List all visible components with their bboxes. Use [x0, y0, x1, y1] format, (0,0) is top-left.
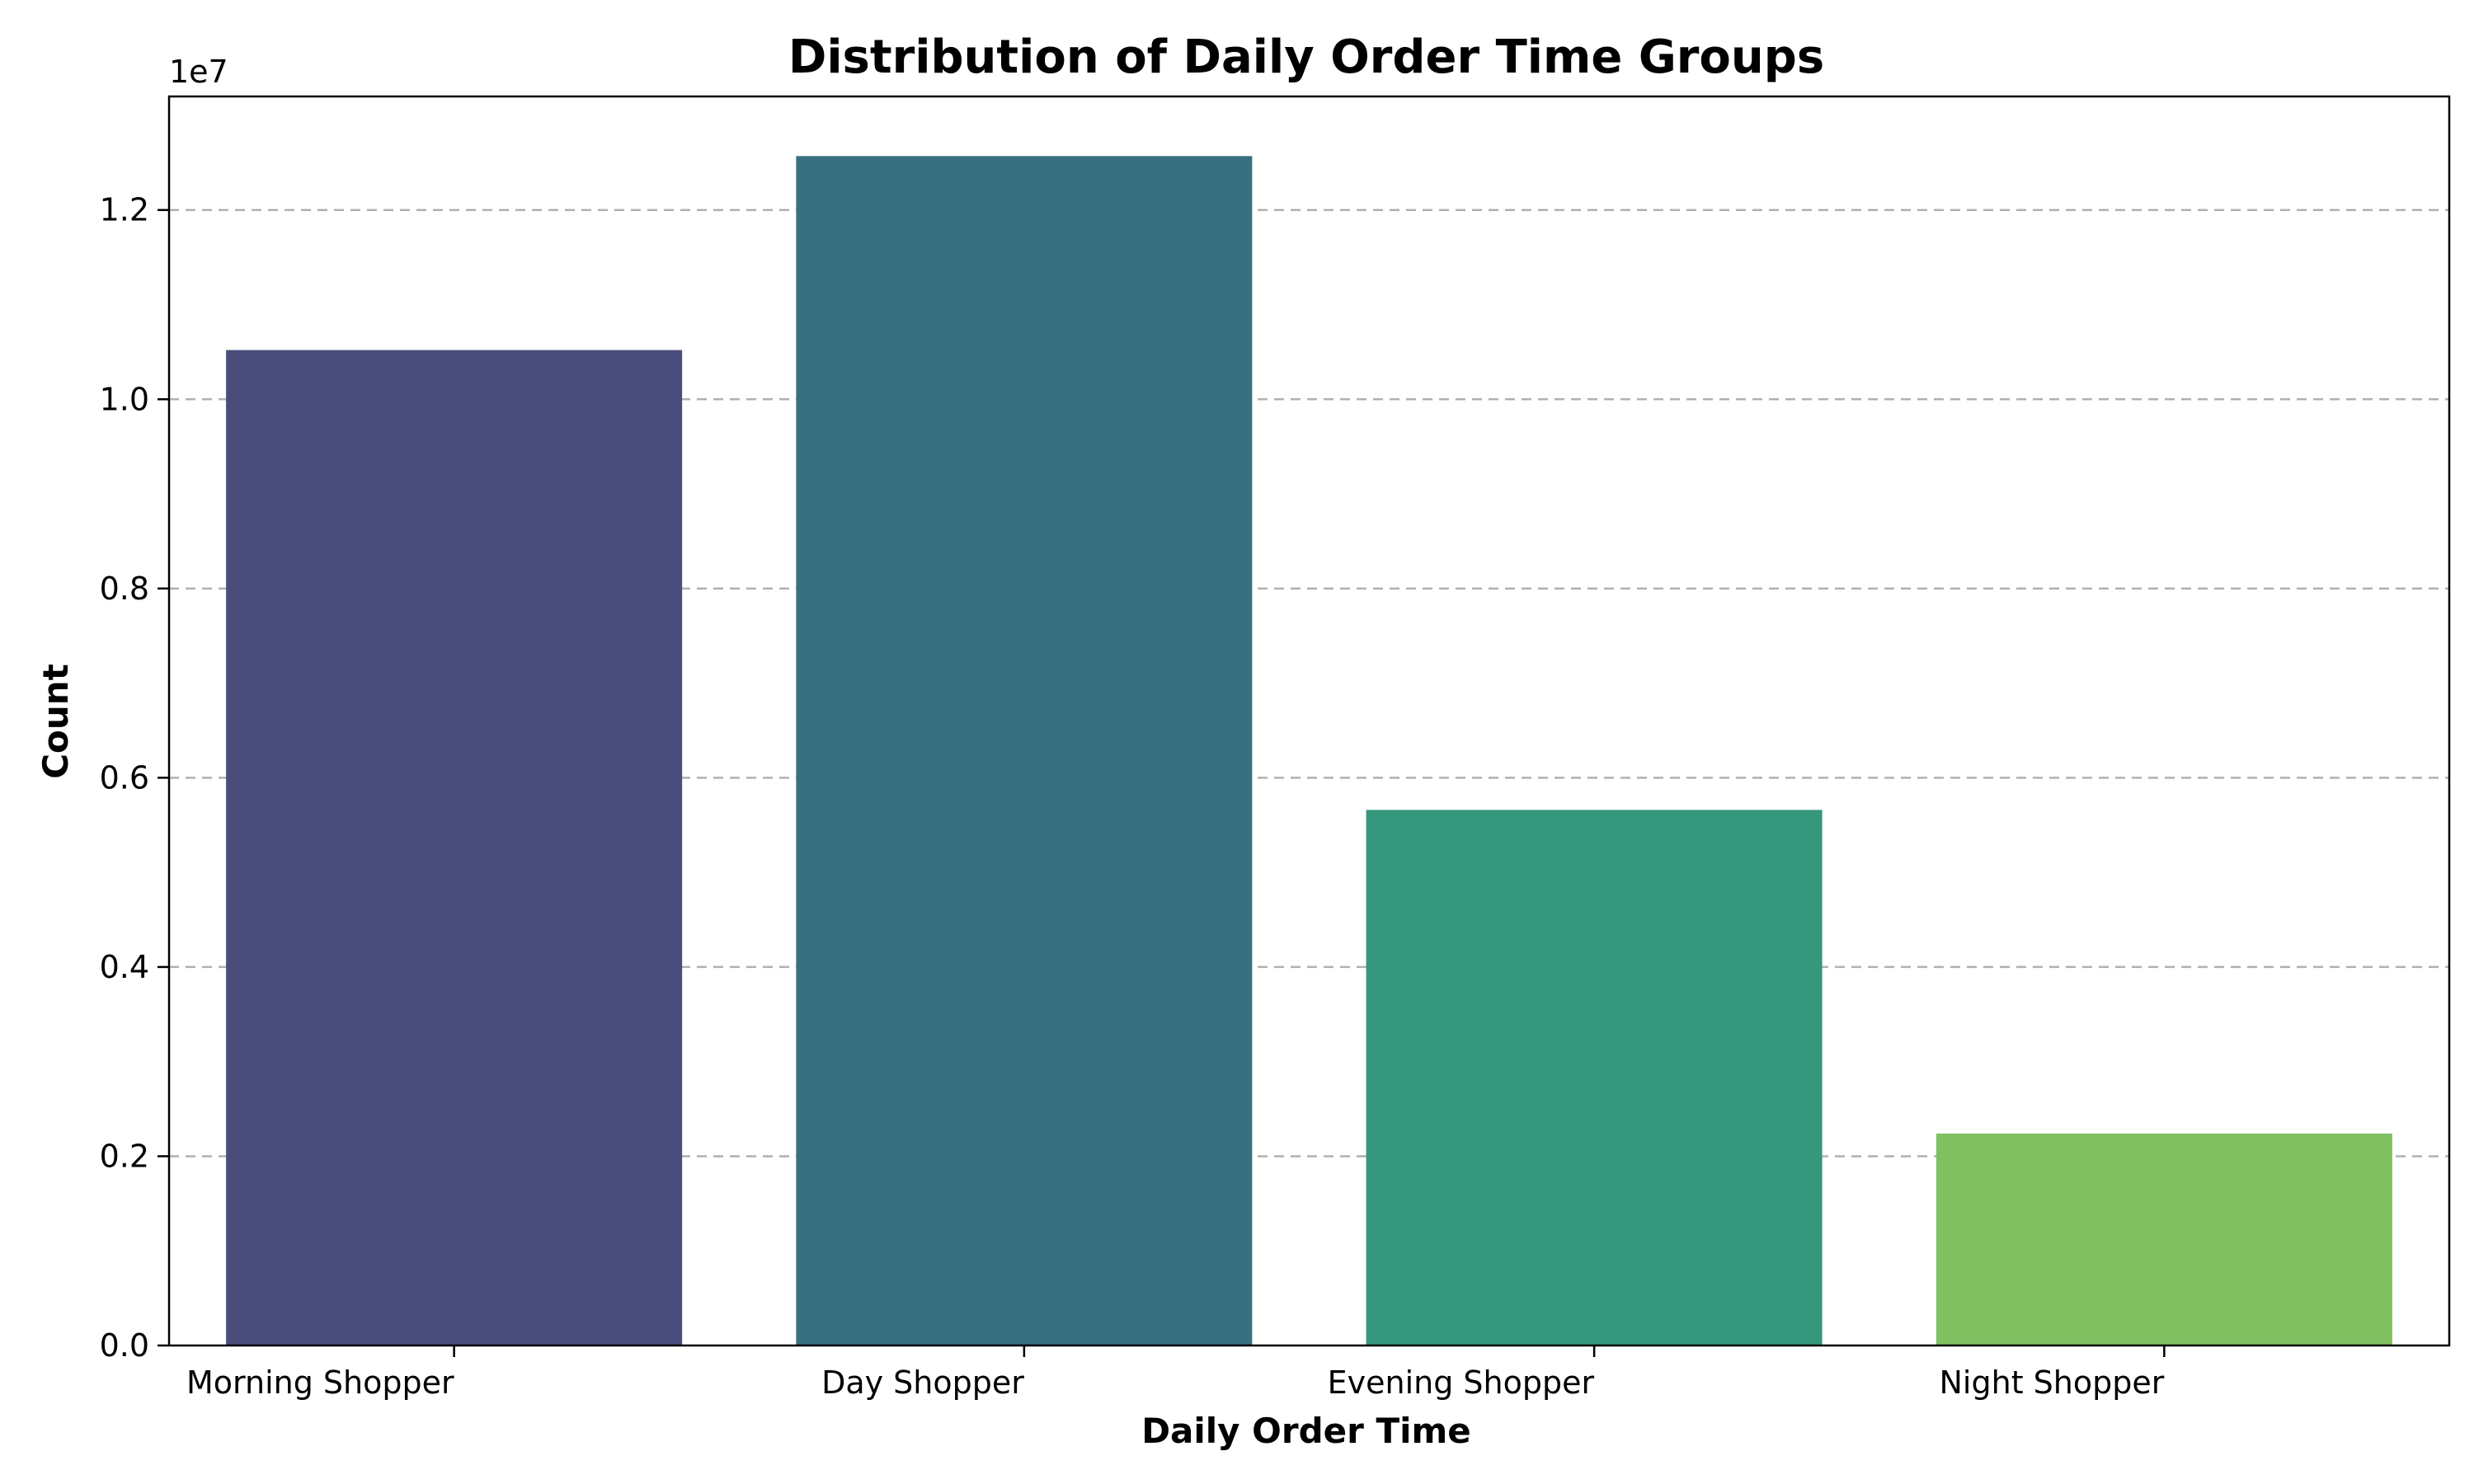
- bar-day-shopper: [796, 156, 1253, 1345]
- y-tick-label: 0.2: [100, 1138, 149, 1174]
- bar-evening-shopper: [1366, 810, 1823, 1345]
- y-tick-label: 1.0: [100, 381, 149, 417]
- y-tick-label: 0.8: [100, 571, 149, 607]
- x-axis-ticks: Morning Shopper Day Shopper Evening Shoppe…: [186, 1345, 2166, 1401]
- y-tick-label: 1.2: [100, 192, 149, 228]
- x-tick-label: Night Shopper: [1940, 1364, 2165, 1401]
- bar-morning-shopper: [226, 350, 683, 1345]
- y-tick-label: 0.4: [100, 949, 149, 985]
- y-tick-label: 0.6: [100, 759, 149, 796]
- x-tick-label: Evening Shopper: [1328, 1364, 1595, 1401]
- x-tick-label: Morning Shopper: [186, 1364, 454, 1401]
- chart-title: Distribution of Daily Order Time Groups: [788, 31, 1824, 84]
- bars: [226, 156, 2392, 1345]
- x-axis-label: Daily Order Time: [1141, 1411, 1471, 1451]
- y-axis-label: Count: [35, 664, 76, 779]
- x-tick-label: Day Shopper: [821, 1364, 1024, 1401]
- y-axis-offset-label: 1e7: [169, 54, 228, 90]
- bar-night-shopper: [1935, 1133, 2392, 1345]
- plot-frame: [167, 95, 2451, 1347]
- y-axis-ticks: 0.0 0.2 0.4 0.6 0.8 1.0 1.2: [100, 192, 169, 1364]
- y-tick-label: 0.0: [100, 1327, 149, 1364]
